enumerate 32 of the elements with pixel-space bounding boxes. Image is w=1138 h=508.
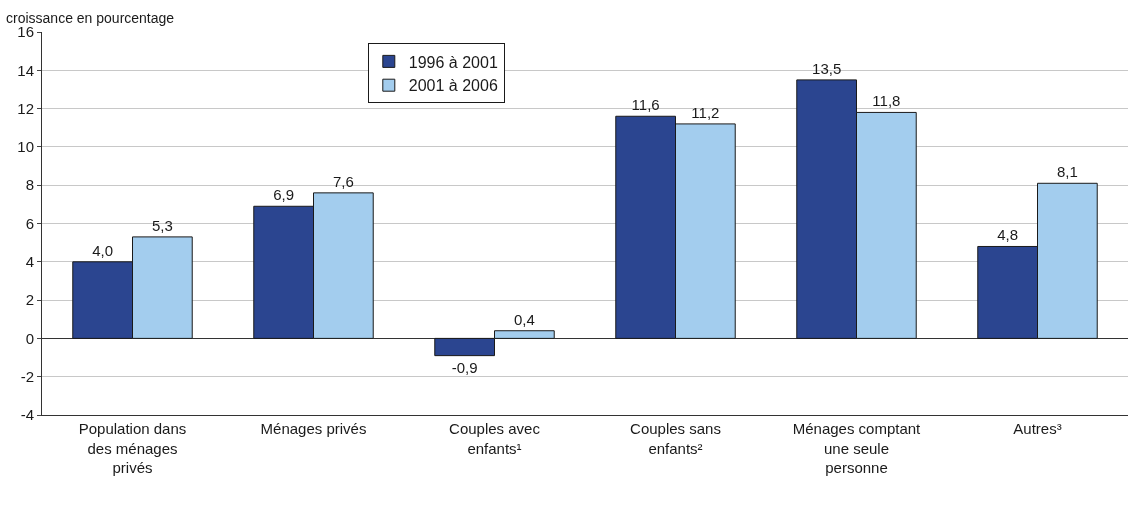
x-tick-label: Couples avec enfants¹: [449, 420, 541, 457]
data-label: 4,8: [997, 226, 1019, 244]
y-tick-label: -4: [20, 406, 34, 424]
x-tick-label: Ménages privés: [260, 420, 367, 437]
x-tick-label: Autres³: [1013, 420, 1062, 437]
data-label: 11,6: [631, 96, 660, 114]
y-tick-label: 2: [25, 291, 34, 309]
y-axis-title: croissance en pourcentage: [6, 10, 175, 26]
data-label: 5,3: [151, 216, 173, 234]
data-label: -0,9: [451, 358, 478, 376]
y-tick-label: 8: [25, 176, 34, 194]
y-tick-label: -2: [20, 367, 34, 385]
legend-label: 1996 à 2001: [408, 53, 498, 71]
y-tick-label: 10: [17, 138, 34, 156]
y-tick-label: 16: [17, 23, 34, 41]
x-tick-label: Couples sans enfants²: [630, 420, 721, 457]
data-label: 11,8: [872, 92, 901, 110]
data-label: 13,5: [812, 59, 842, 77]
y-tick-label: 12: [17, 99, 34, 117]
data-label: 8,1: [1056, 163, 1078, 181]
y-tick-label: 6: [25, 214, 34, 232]
y-tick-label: 0: [25, 329, 34, 347]
legend-label: 2001 à 2006: [408, 77, 498, 95]
data-label: 0,4: [513, 310, 535, 328]
y-tick-label: 4: [25, 253, 34, 271]
data-label: 11,2: [691, 103, 720, 121]
y-tick-label: 14: [17, 61, 34, 79]
data-label: 6,9: [273, 186, 295, 204]
data-label: 7,6: [332, 172, 354, 190]
x-tick-label: Population dans des ménages privés: [78, 420, 187, 476]
data-label: 4,0: [92, 241, 114, 259]
x-tick-label: Ménages comptant une seule personne: [792, 420, 922, 476]
